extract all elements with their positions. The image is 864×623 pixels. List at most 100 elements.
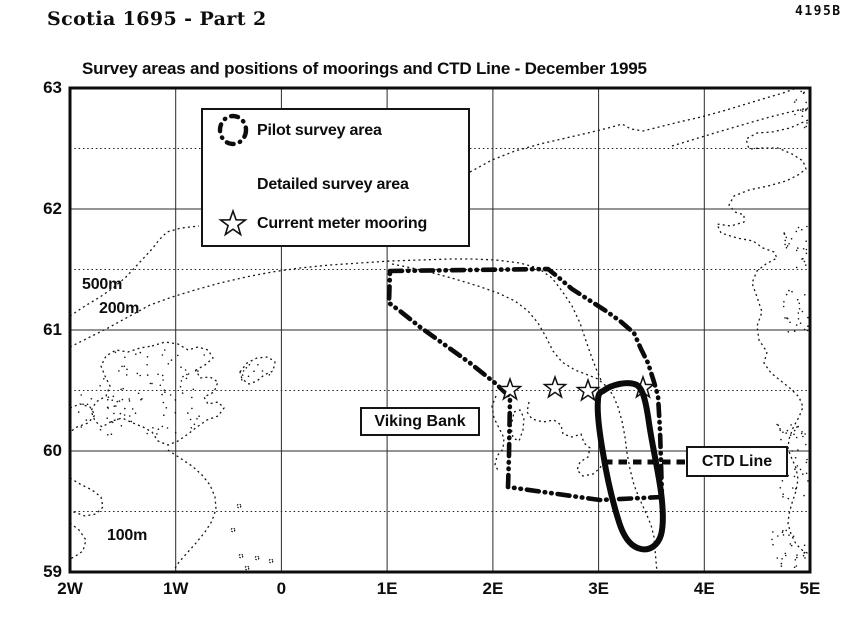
land-stipple-dot xyxy=(107,398,109,401)
land-stipple-dot xyxy=(797,449,799,451)
legend-box: Pilot survey area Detailed survey area C… xyxy=(201,108,470,247)
land-stipple-dot xyxy=(135,353,137,356)
land-stipple-dot xyxy=(124,356,126,359)
land-stipple-dot xyxy=(806,458,808,461)
land-stipple-dot xyxy=(801,228,803,231)
land-stipple-dot xyxy=(157,428,160,431)
land-stipple-dot xyxy=(128,400,131,402)
land-stipple-dot xyxy=(784,552,787,555)
depth-label-500m: 500m xyxy=(82,276,123,293)
land-stipple-dot xyxy=(796,556,798,559)
land-stipple-dot xyxy=(114,351,117,354)
land-stipple-dot xyxy=(174,432,177,434)
land-stipple-dot xyxy=(123,414,126,416)
depth-contour xyxy=(671,107,809,147)
land-stipple-dot xyxy=(77,411,80,413)
land-stipple-dot xyxy=(771,538,773,541)
land-stipple-dot xyxy=(196,418,198,420)
land-stipple-dot xyxy=(792,487,794,489)
land-stipple-dot xyxy=(107,396,110,399)
land-stipple-dot xyxy=(140,398,142,401)
land-stipple-dot xyxy=(795,436,798,439)
x-tick-label: 5E xyxy=(799,579,821,598)
land-stipple-dot xyxy=(253,370,255,373)
land-stipple-dot xyxy=(131,408,134,410)
land-stipple-dot xyxy=(792,535,795,538)
map-border xyxy=(68,86,812,574)
current-meter-mooring-star xyxy=(575,377,601,402)
land-stipple-dot xyxy=(177,354,179,357)
land-stipple-dot xyxy=(802,554,805,557)
land-stipple-dot xyxy=(790,424,792,426)
land-stipple-dot xyxy=(261,370,264,372)
land-stipple-dot xyxy=(795,249,798,252)
land-stipple-dot xyxy=(805,101,807,104)
land-stipple-dot xyxy=(801,310,804,313)
land-stipple-dot xyxy=(777,535,779,537)
land-stipple-dot xyxy=(782,493,784,496)
land-stipple-dot xyxy=(794,457,797,459)
land-stipple-dot xyxy=(807,480,809,482)
land-stipple-dot xyxy=(805,472,808,475)
x-tick-label: 3E xyxy=(588,579,609,598)
land-stipple-dot xyxy=(139,374,141,377)
land-stipple-dot xyxy=(789,321,791,324)
land-stipple-dot xyxy=(257,364,259,366)
land-stipple-dot xyxy=(787,331,790,333)
x-tick-label: 0 xyxy=(276,579,287,598)
land-stipple-dot xyxy=(781,558,783,560)
star-icon xyxy=(211,207,257,241)
land-stipple-dot xyxy=(187,373,190,375)
land-stipple-dot xyxy=(779,428,781,430)
land-stipple-dot xyxy=(184,369,187,371)
x-tick-label: 2E xyxy=(482,579,504,598)
land-stipple-dot xyxy=(806,329,809,332)
land-stipple-dot xyxy=(803,328,806,331)
land-stipple-dot xyxy=(779,487,782,489)
land-stipple-dot xyxy=(167,363,170,365)
land-stipple-dot xyxy=(797,226,800,229)
land-stipple-dot xyxy=(163,414,165,417)
land-stipple-dot xyxy=(126,368,128,371)
land-stipple-dot xyxy=(130,420,133,423)
land-stipple-dot xyxy=(804,433,806,435)
land-stipple-dot xyxy=(134,412,137,415)
document-title: Scotia 1695 - Part 2 xyxy=(47,8,267,30)
land-stipple-dot xyxy=(783,301,785,303)
land-stipple-dot xyxy=(268,374,271,376)
land-stipple-dot xyxy=(791,290,793,293)
land-stipple-dot xyxy=(121,365,123,368)
legend-item-current-meter-mooring: Current meter mooring xyxy=(211,202,427,246)
land-stipple-dot xyxy=(779,429,781,432)
land-stipple-dot xyxy=(807,316,809,319)
land-stipple-dot xyxy=(247,375,250,378)
land-stipple-dot xyxy=(786,429,789,432)
land-stipple-dot xyxy=(113,412,115,415)
land-stipple-dot xyxy=(123,365,126,368)
land-stipple-dot xyxy=(136,372,139,375)
land-stipple-dot xyxy=(137,392,140,395)
land-stipple-dot xyxy=(163,389,166,392)
land-stipple-dot xyxy=(118,400,121,402)
land-stipple-dot xyxy=(797,247,799,249)
land-stipple-dot xyxy=(203,354,205,356)
land-stipple-dot xyxy=(793,429,796,432)
land-stipple-dot xyxy=(794,559,797,561)
current-meter-mooring-star xyxy=(542,374,568,399)
land-stipple-dot xyxy=(107,407,109,409)
land-stipple-dot xyxy=(803,260,806,263)
land-stipple-dot xyxy=(798,308,801,310)
land-stipple-dot xyxy=(799,468,802,471)
x-tick-label: 2W xyxy=(57,579,83,598)
land-stipple-dot xyxy=(802,473,804,475)
land-stipple-dot xyxy=(146,432,148,435)
land-stipple-dot xyxy=(103,378,105,380)
land-stipple-dot xyxy=(801,115,804,117)
land-stipple-dot xyxy=(80,426,83,428)
land-stipple-dot xyxy=(80,394,82,396)
land-stipple-dot xyxy=(788,534,790,536)
land-stipple-dot xyxy=(191,407,193,410)
land-stipple-dot xyxy=(191,396,193,399)
land-stipple-dot xyxy=(110,433,113,436)
land-stipple-dot xyxy=(782,305,785,308)
